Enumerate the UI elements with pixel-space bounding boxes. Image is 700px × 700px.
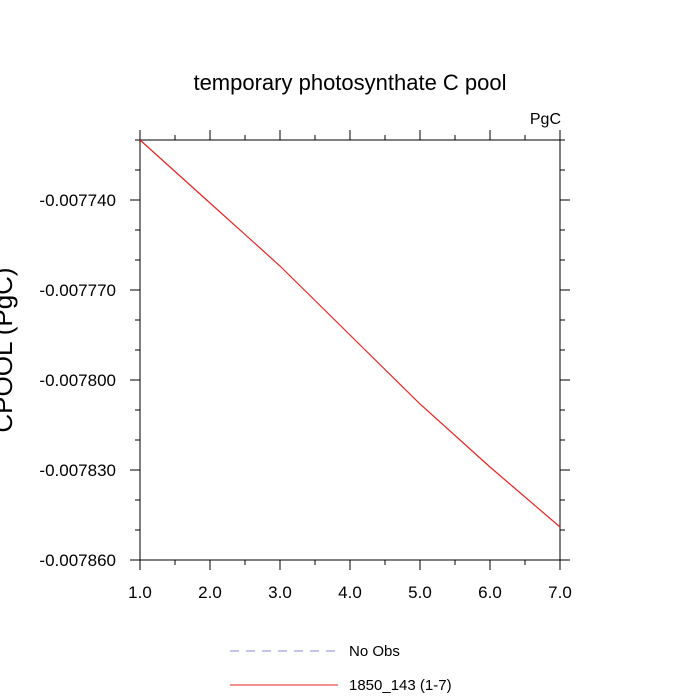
x-tick-label: 5.0 bbox=[408, 583, 432, 602]
units-label: PgC bbox=[530, 111, 561, 128]
x-tick-label: 1.0 bbox=[128, 583, 152, 602]
y-tick-label: -0.007770 bbox=[39, 281, 116, 300]
x-tick-label: 6.0 bbox=[478, 583, 502, 602]
y-axis-title: CPOOL (PgC) bbox=[0, 267, 18, 432]
x-tick-label: 4.0 bbox=[338, 583, 362, 602]
x-tick-label: 3.0 bbox=[268, 583, 292, 602]
x-ticks: 1.0 2.0 3.0 4.0 5.0 6.0 7.0 bbox=[128, 130, 572, 602]
x-tick-label: 2.0 bbox=[198, 583, 222, 602]
series-line bbox=[139, 139, 561, 528]
legend-label: 1850_143 (1-7) bbox=[349, 677, 452, 694]
y-tick-label: -0.007800 bbox=[39, 371, 116, 390]
y-tick-label: -0.007860 bbox=[39, 551, 116, 570]
plot-frame bbox=[139, 139, 561, 561]
x-tick-label: 7.0 bbox=[548, 583, 572, 602]
chart-title: temporary photosynthate C pool bbox=[193, 70, 506, 95]
series-layer bbox=[139, 139, 561, 528]
legend-label: No Obs bbox=[349, 643, 400, 660]
y-tick-label: -0.007740 bbox=[39, 191, 116, 210]
y-tick-label: -0.007830 bbox=[39, 461, 116, 480]
y-ticks: -0.007740 -0.007770 -0.007800 -0.007830 -0.0… bbox=[39, 139, 570, 570]
legend: No Obs 1850_143 (1-7) bbox=[230, 643, 452, 694]
